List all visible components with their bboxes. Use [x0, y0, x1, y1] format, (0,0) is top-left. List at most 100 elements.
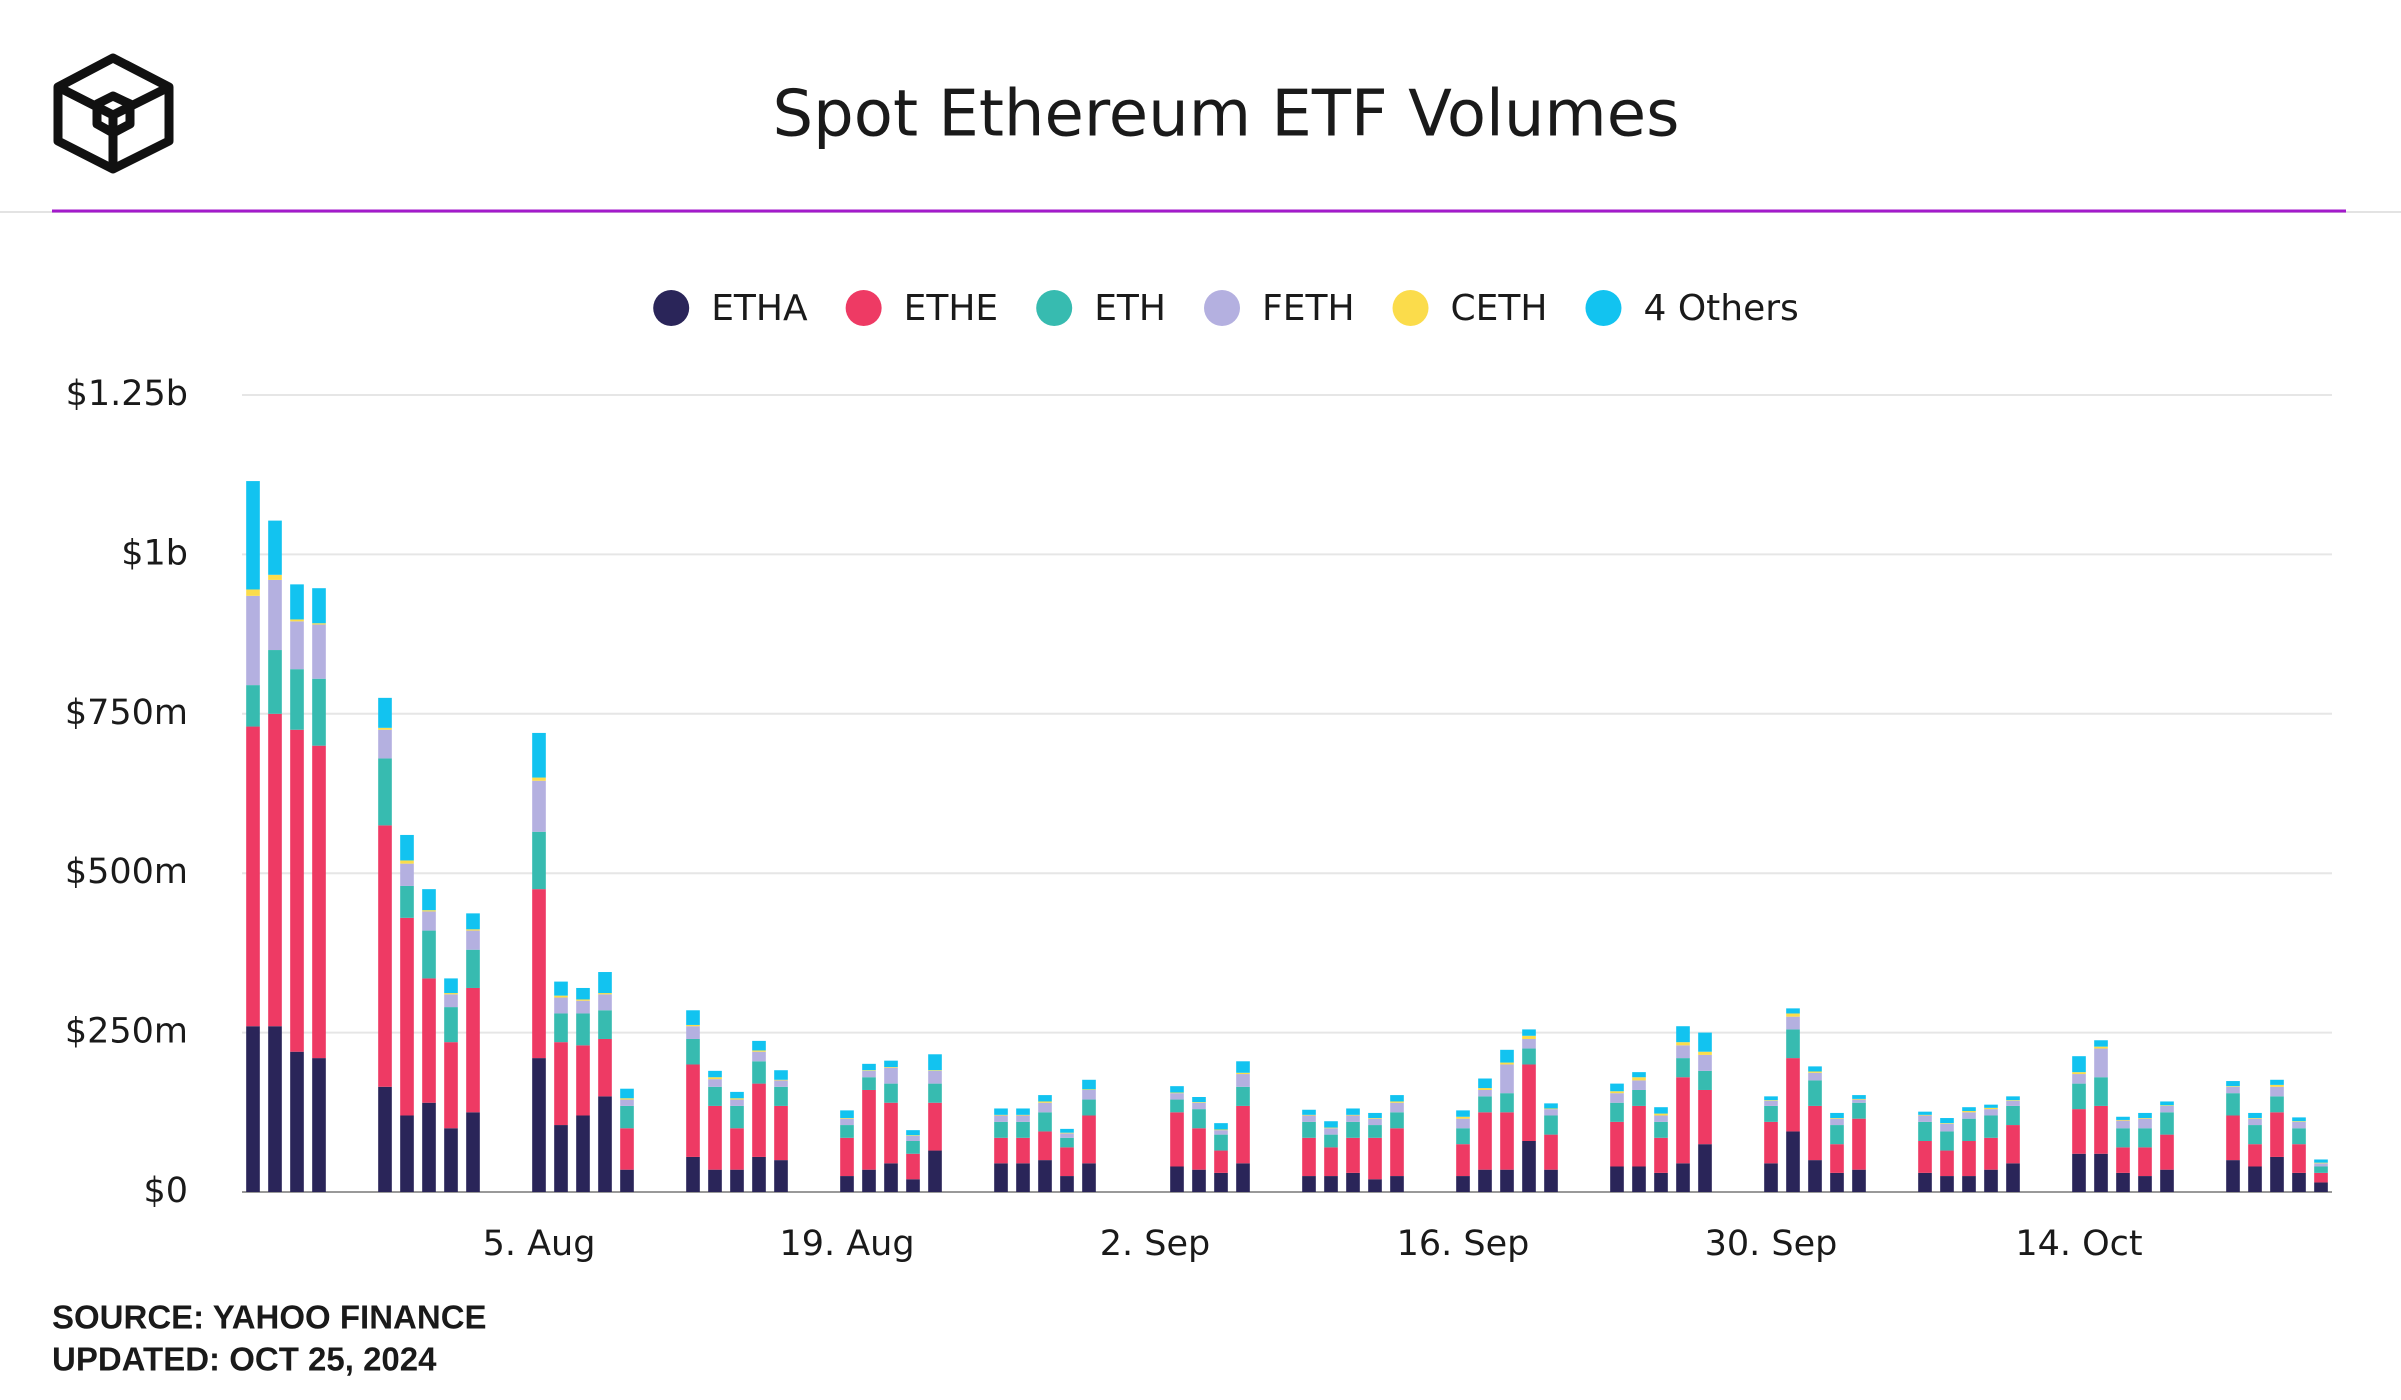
bar-segment: [1324, 1134, 1338, 1148]
bar-segment: [1500, 1169, 1514, 1192]
bar-segment: [620, 1098, 634, 1100]
bar-segment: [862, 1070, 876, 1078]
bar-segment: [1522, 1048, 1536, 1065]
bar-segment: [2160, 1101, 2174, 1106]
bar-segment: [1764, 1100, 1778, 1106]
bar-segment: [400, 1115, 414, 1192]
bar-segment: [1654, 1113, 1668, 1116]
bar-segment: [1632, 1080, 1646, 1090]
bar-segment: [1302, 1115, 1316, 1122]
bar-segment: [884, 1083, 898, 1103]
bar-segment: [2270, 1156, 2284, 1192]
x-tick-label: 19. Aug: [779, 1224, 914, 1264]
bar-segment: [2072, 1056, 2086, 1073]
bar-segment: [1632, 1077, 1646, 1081]
bar-segment: [1632, 1072, 1646, 1078]
bar-segment: [1456, 1144, 1470, 1177]
bar-segment: [1500, 1049, 1514, 1063]
bar-segment: [2116, 1172, 2130, 1192]
bar-segment: [1962, 1140, 1976, 1177]
bar-segment: [290, 669, 304, 730]
bar-segment: [1522, 1038, 1536, 1049]
legend-item[interactable]: 4 Others: [1585, 288, 1799, 329]
bar-segment: [1192, 1102, 1206, 1103]
bar-segment: [1236, 1163, 1250, 1192]
bar-segment: [466, 949, 480, 988]
bar-segment: [928, 1150, 942, 1192]
bar-segment: [1236, 1086, 1250, 1106]
bar-segment: [1918, 1121, 1932, 1141]
bar-segment: [1368, 1112, 1382, 1119]
legend-item[interactable]: ETHA: [653, 288, 808, 329]
bar-segment: [444, 1007, 458, 1043]
bar-segment: [312, 624, 326, 679]
bar-segment: [1808, 1105, 1822, 1161]
bar-segment: [2094, 1040, 2108, 1047]
bar-segment: [1632, 1105, 1646, 1167]
bar-segment: [840, 1110, 854, 1119]
bar-segment: [1830, 1125, 1844, 1145]
legend-item[interactable]: FETH: [1204, 288, 1355, 329]
bar-segment: [1698, 1032, 1712, 1052]
bar-segment: [708, 1079, 722, 1087]
bar-segment: [994, 1163, 1008, 1192]
bar-segment: [1830, 1144, 1844, 1173]
bar-segment: [1940, 1118, 1954, 1124]
bar-segment: [268, 1026, 282, 1192]
bar-segment: [1236, 1074, 1250, 1087]
bar-segment: [1390, 1128, 1404, 1177]
bar-segment: [290, 1051, 304, 1192]
bar-segment: [1610, 1093, 1624, 1103]
legend-label: FETH: [1262, 288, 1355, 329]
bar-segment: [1302, 1137, 1316, 1177]
bar-segment: [1082, 1089, 1096, 1100]
bar-segment: [906, 1179, 920, 1192]
bar-segment: [1082, 1115, 1096, 1164]
bar-segment: [840, 1118, 854, 1126]
bar-segment: [2248, 1118, 2262, 1126]
bar-segment: [1214, 1172, 1228, 1192]
bar-segment: [1346, 1108, 1360, 1115]
bar-segment: [1236, 1061, 1250, 1073]
bar-segment: [1324, 1127, 1338, 1129]
bar-segment: [1082, 1079, 1096, 1090]
bar-segment: [2292, 1144, 2306, 1173]
bar-segment: [686, 1024, 700, 1027]
bar-segment: [1522, 1140, 1536, 1192]
bar-segment: [1060, 1133, 1074, 1138]
bar-segment: [466, 987, 480, 1113]
bar-segment: [1852, 1098, 1866, 1100]
bar-segment: [554, 997, 568, 1014]
bar-segment: [532, 1058, 546, 1192]
bar-segment: [1764, 1121, 1778, 1164]
bar-segment: [862, 1077, 876, 1090]
bar-segment: [1654, 1115, 1668, 1122]
bar-segment: [576, 1045, 590, 1116]
bar-segment: [686, 1156, 700, 1192]
bar-segment: [994, 1108, 1008, 1115]
bar-segment: [1500, 1062, 1514, 1065]
bar-segment: [2116, 1119, 2130, 1121]
legend-marker: [1204, 290, 1241, 326]
bar-segment: [1852, 1118, 1866, 1170]
legend-item[interactable]: ETH: [1036, 288, 1166, 329]
legend-item[interactable]: ETHE: [845, 288, 999, 329]
bar-segment: [730, 1169, 744, 1192]
bar-segment: [906, 1135, 920, 1136]
legend-item[interactable]: CETH: [1392, 288, 1548, 329]
bar-segment: [532, 889, 546, 1059]
bar-segment: [2006, 1125, 2020, 1164]
legend-label: CETH: [1451, 288, 1548, 329]
bar-segment: [2006, 1105, 2020, 1126]
bar-segment: [2160, 1105, 2174, 1113]
bar-segment: [752, 1050, 766, 1052]
bar-segment: [400, 917, 414, 1116]
bar-segment: [1214, 1130, 1228, 1135]
bar-segment: [1830, 1172, 1844, 1192]
bar-segment: [1676, 1077, 1690, 1164]
bar-segment: [576, 987, 590, 1000]
bar-segment: [1500, 1112, 1514, 1170]
bar-segment: [730, 1099, 744, 1106]
bar-segment: [1764, 1100, 1778, 1101]
